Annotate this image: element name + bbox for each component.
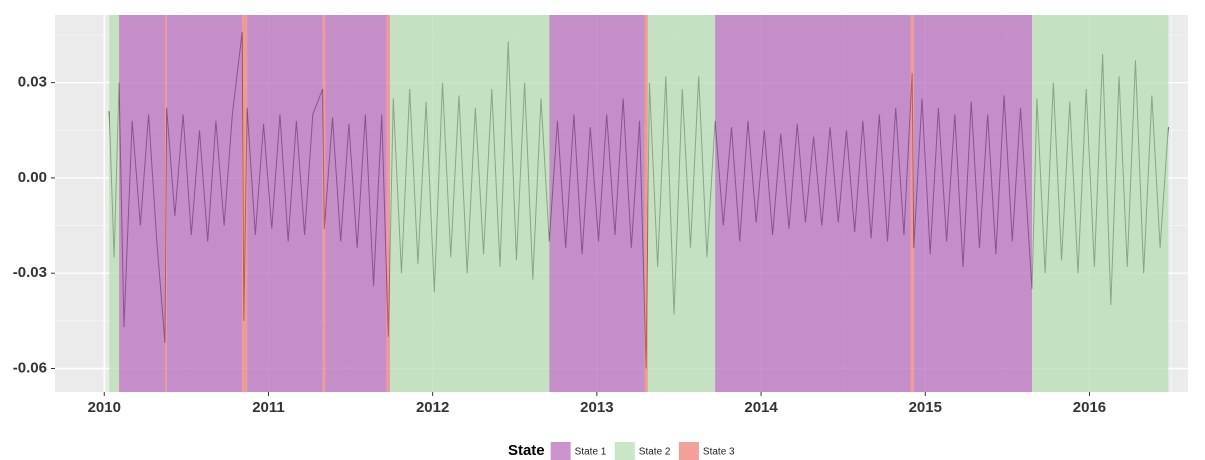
regime-band [119, 15, 166, 392]
regime-band [109, 15, 120, 392]
x-tick-label: 2011 [252, 399, 285, 416]
regime-band [715, 15, 911, 392]
legend-swatch [614, 442, 635, 460]
x-tick-label: 2015 [909, 399, 942, 416]
x-tick-label: 2013 [580, 399, 613, 416]
regime-band [242, 15, 248, 392]
x-tick-label: 2010 [88, 399, 121, 416]
legend-title: State [508, 442, 545, 459]
x-tick-label: 2016 [1073, 399, 1106, 416]
y-tick-label: 0.00 [18, 169, 47, 186]
regime-band [247, 15, 323, 392]
legend-label: State 1 [575, 447, 607, 458]
regime-band [386, 15, 390, 392]
legend: State State 1 State 2 State 3 [508, 442, 735, 460]
regime-band [647, 15, 716, 392]
regime-band [549, 15, 645, 392]
x-tick-label: 2012 [416, 399, 449, 416]
y-tick-label: 0.03 [18, 74, 47, 91]
legend-label: State 3 [703, 447, 735, 458]
legend-label: State 2 [639, 447, 671, 458]
regime-band [165, 15, 167, 392]
y-tick-label: -0.03 [13, 264, 47, 281]
regime-band [910, 15, 914, 392]
legend-swatch [550, 442, 571, 460]
regime-band [913, 15, 1033, 392]
y-tick-label: -0.06 [13, 359, 47, 376]
regime-band [325, 15, 387, 392]
regime-band [166, 15, 243, 392]
regime-band [1032, 15, 1169, 392]
regime-band [322, 15, 326, 392]
x-tick-label: 2014 [744, 399, 778, 416]
regime-band [644, 15, 648, 392]
legend-swatch [678, 442, 699, 460]
regime-band [389, 15, 550, 392]
